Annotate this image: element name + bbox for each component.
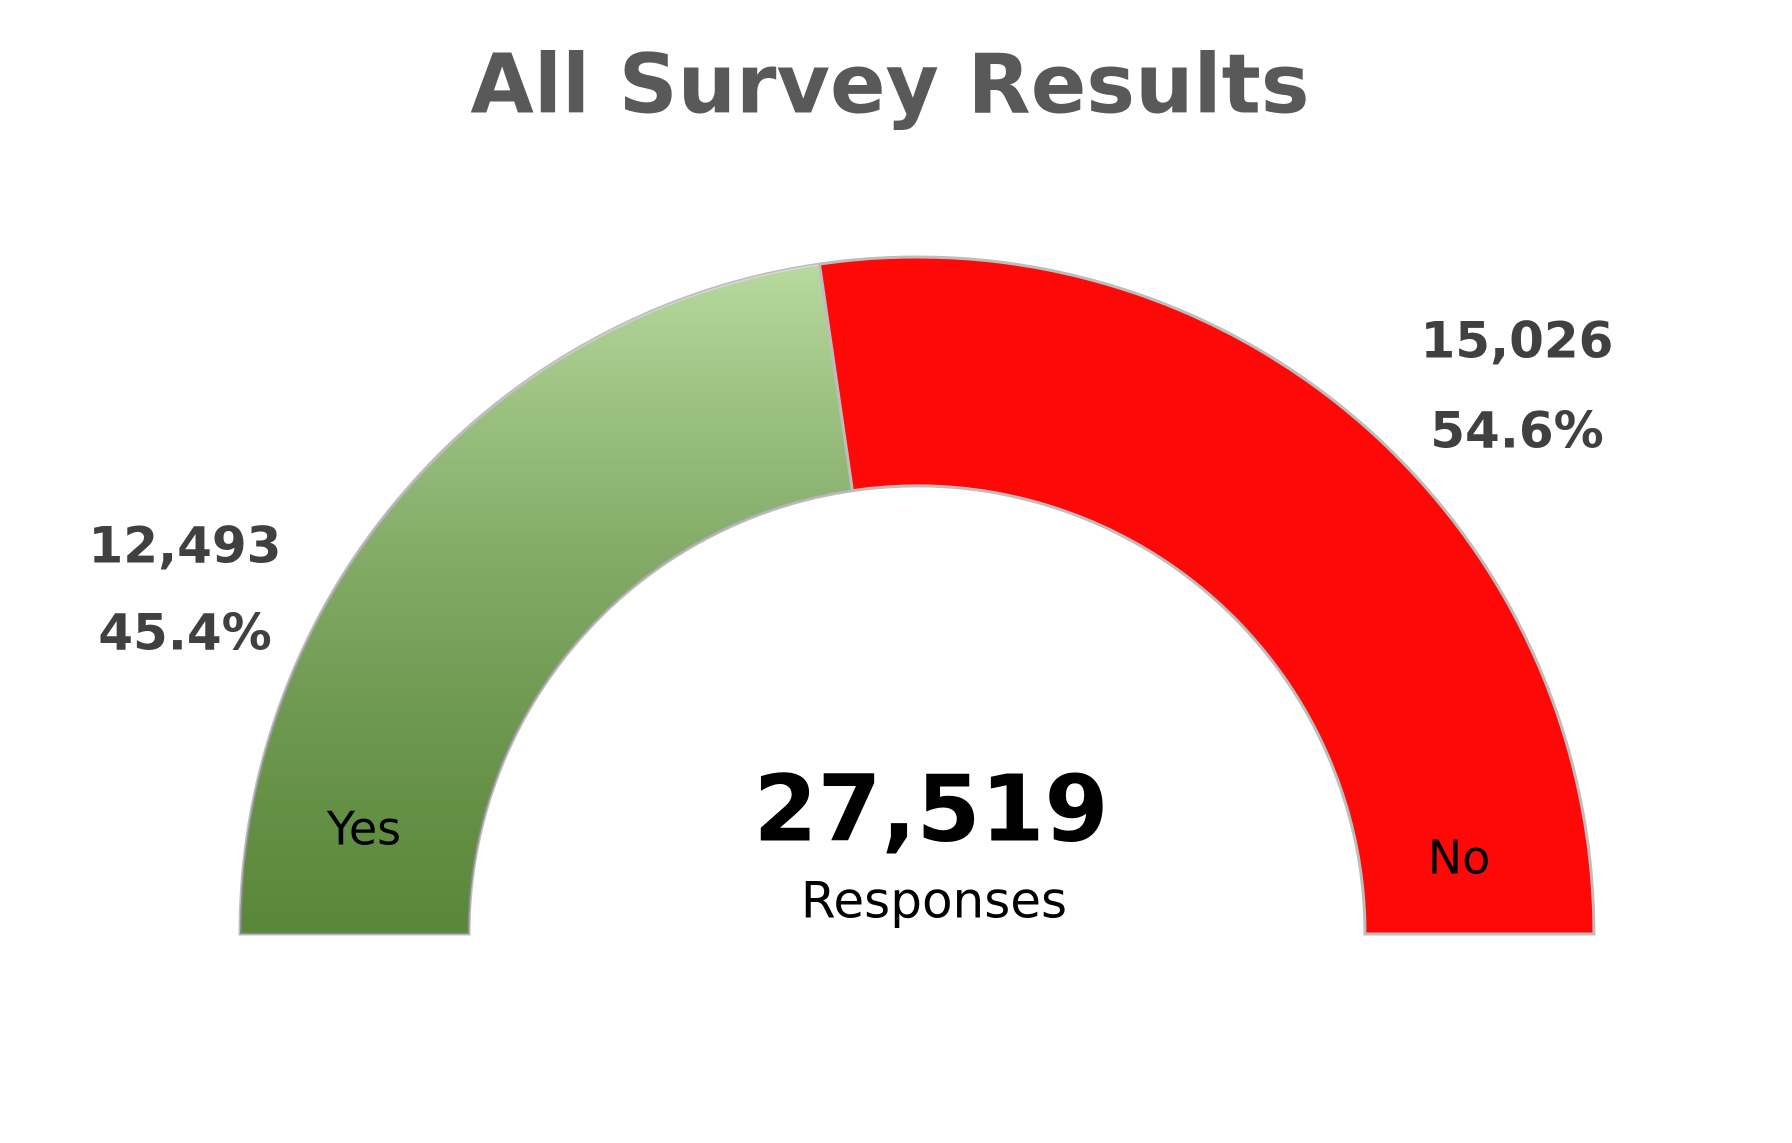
category-label: No	[1428, 831, 1491, 885]
arcs	[238, 255, 1596, 936]
total-value: 27,519	[753, 755, 1108, 862]
slice-shading	[240, 264, 853, 934]
value-label: 12,493	[89, 517, 282, 575]
value-label: 15,026	[1421, 312, 1614, 370]
percentage-label: 54.6%	[1430, 402, 1603, 460]
chart-title: All Survey Results	[470, 37, 1309, 132]
total-caption: Responses	[801, 872, 1067, 930]
slice	[817, 255, 1596, 936]
percentage-label: 45.4%	[98, 604, 271, 662]
category-label: Yes	[326, 802, 401, 856]
